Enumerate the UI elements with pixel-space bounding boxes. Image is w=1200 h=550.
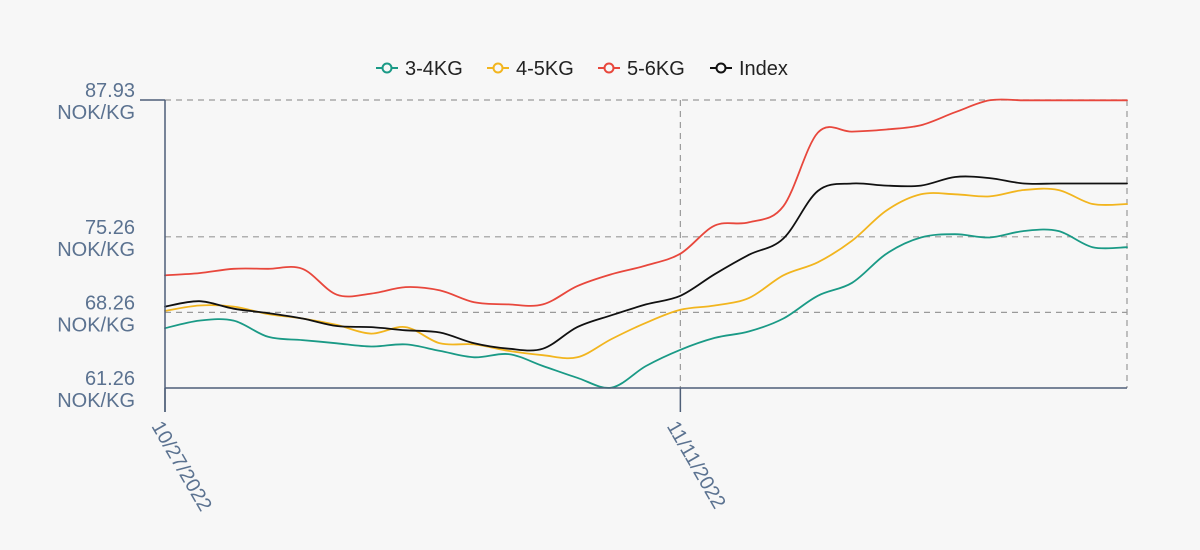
y-tick-unit-2: NOK/KG <box>57 239 135 261</box>
y-tick-value-2: 75.26 <box>85 217 135 239</box>
legend-item-index[interactable]: Index <box>710 58 788 80</box>
y-tick-unit-1: NOK/KG <box>57 314 135 336</box>
x-tick-label-1: 11/11/2022 <box>662 418 730 513</box>
x-axis-ticks: 10/27/2022 11/11/2022 <box>147 388 730 515</box>
legend-swatch-marker <box>381 62 393 74</box>
y-tick-unit-3: NOK/KG <box>57 102 135 124</box>
legend-swatch-marker <box>715 62 727 74</box>
series-line-5-6kg <box>164 98 1128 307</box>
y-tick-value-3: 87.93 <box>85 80 135 102</box>
legend-item-5-6kg[interactable]: 5-6KG <box>598 58 685 80</box>
legend-swatch-marker <box>492 62 504 74</box>
legend-label: 5-6KG <box>627 58 685 80</box>
legend-item-3-4kg[interactable]: 3-4KG <box>376 58 463 80</box>
series-line-4-5kg <box>164 187 1128 360</box>
legend: 3-4KG 4-5KG 5-6KG Index <box>376 58 788 80</box>
axes <box>140 99 1127 412</box>
y-axis-ticks: 61.26NOK/KG68.26NOK/KG75.26NOK/KG87.93NO… <box>57 80 135 412</box>
legend-swatch-marker <box>603 62 615 74</box>
y-tick-value-0: 61.26 <box>85 368 135 390</box>
y-tick-unit-0: NOK/KG <box>57 390 135 412</box>
series-line-index <box>164 175 1128 352</box>
y-tick-value-1: 68.26 <box>85 292 135 314</box>
series-layer <box>164 98 1128 389</box>
legend-label: Index <box>739 58 788 80</box>
series-line-3-4kg <box>164 228 1128 389</box>
x-tick-label-0: 10/27/2022 <box>147 418 216 516</box>
legend-label: 3-4KG <box>405 58 463 80</box>
legend-item-4-5kg[interactable]: 4-5KG <box>487 58 574 80</box>
legend-label: 4-5KG <box>516 58 574 80</box>
grid <box>165 99 1128 388</box>
